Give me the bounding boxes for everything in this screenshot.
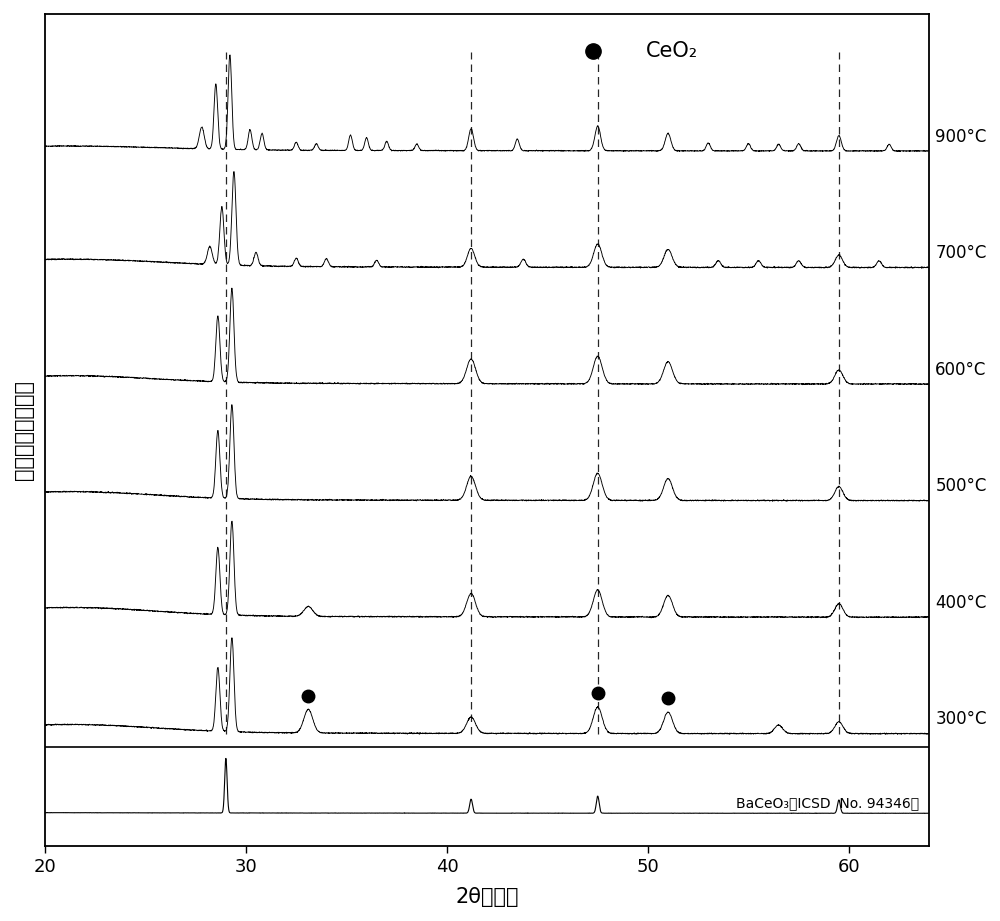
Text: 900°C: 900°C bbox=[935, 127, 987, 146]
Text: 400°C: 400°C bbox=[935, 594, 987, 612]
X-axis label: 2θ（度）: 2θ（度） bbox=[455, 887, 519, 907]
Text: 700°C: 700°C bbox=[935, 244, 987, 262]
Text: 300°C: 300°C bbox=[935, 710, 987, 729]
Text: BaCeO₃（ICSD  No. 94346）: BaCeO₃（ICSD No. 94346） bbox=[736, 797, 919, 810]
Text: 500°C: 500°C bbox=[935, 477, 987, 495]
Y-axis label: 强度（任意单位）: 强度（任意单位） bbox=[14, 380, 34, 480]
Text: 600°C: 600°C bbox=[935, 361, 987, 379]
Text: CeO₂: CeO₂ bbox=[646, 41, 699, 62]
